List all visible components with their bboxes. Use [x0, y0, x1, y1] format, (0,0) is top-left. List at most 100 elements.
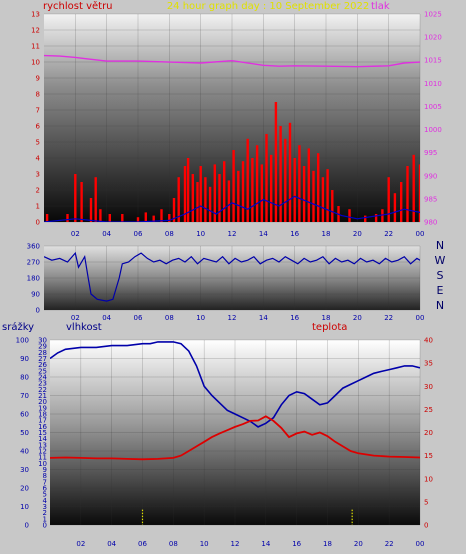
wind-speed-tick-label: 10 — [31, 59, 40, 67]
pressure-tick-label: 1020 — [424, 34, 442, 42]
wind-gust-bar — [227, 180, 231, 222]
x-tick-label: 04 — [102, 230, 111, 238]
x-tick-label: 06 — [134, 230, 143, 238]
wind-speed-axis-label: rychlost větru — [43, 0, 113, 12]
humidity-tick-label: 60 — [20, 411, 29, 419]
temperature-tick-label: 20 — [424, 429, 433, 437]
wind-gust-bar — [307, 148, 310, 222]
wind-gust-bar — [293, 158, 296, 222]
compass-label: W — [435, 254, 446, 267]
wind-speed-tick-label: 4 — [36, 155, 41, 163]
wind-gust-bar — [199, 166, 202, 222]
time-ticks-top: 02 04 06 08 10 12 14 16 18 20 22 00 — [71, 230, 425, 238]
x-tick-label: 02 — [76, 540, 85, 548]
wind-average-line — [44, 195, 420, 222]
wind-pressure-panel: rychlost větru 24 hour graph day : 10 Se… — [31, 0, 442, 238]
temperature-tick-label: 25 — [424, 406, 433, 414]
rain-tick-label: 15 — [38, 429, 47, 437]
wind-speed-tick-label: 0 — [36, 219, 40, 227]
time-ticks-bottom: 02 04 06 08 10 12 14 16 18 20 22 00 — [76, 540, 424, 548]
rain-tick-label: 12 — [38, 448, 47, 456]
temperature-tick-label: 0 — [424, 522, 428, 530]
rain-tick-label: 16 — [38, 423, 47, 431]
wind-gust-bar — [270, 154, 273, 222]
rain-tick-label: 18 — [38, 411, 47, 419]
wind-speed-tick-label: 7 — [36, 107, 40, 115]
x-tick-label: 08 — [169, 540, 178, 548]
humidity-tick-label: 50 — [20, 429, 29, 437]
rain-tick-label: 3 — [43, 503, 47, 511]
humidity-line — [50, 341, 420, 428]
direction-degree-ticks: 0 90 180 270 360 — [27, 243, 40, 315]
wind-gust-bar — [168, 214, 171, 222]
x-tick-label: 14 — [259, 314, 268, 322]
x-tick-label: 10 — [200, 540, 209, 548]
rain-tick-label: 9 — [43, 466, 47, 474]
x-tick-label: 00 — [416, 314, 425, 322]
x-tick-label: 08 — [165, 230, 174, 238]
x-tick-label: 02 — [71, 230, 80, 238]
wind-gust-bar — [317, 153, 320, 222]
wind-gust-bar — [298, 145, 301, 222]
wind-gust-bar — [260, 164, 263, 222]
rain-tick-label: 1 — [43, 515, 47, 523]
temperature-tick-label: 10 — [424, 475, 433, 483]
direction-plot-area — [44, 246, 420, 310]
wind-gust-bar — [374, 214, 378, 222]
rain-tick-label: 10 — [38, 460, 47, 468]
rain-tick-label: 25 — [38, 367, 47, 375]
wind-gust-bar — [89, 198, 93, 222]
rain-tick-label: 29 — [38, 343, 47, 351]
humidity-temperature-panel: srážky vlhkost teplota 01234567891011121… — [2, 321, 433, 548]
x-tick-label: 00 — [416, 540, 425, 548]
rain-tick-label: 8 — [43, 472, 47, 480]
rain-tick-label: 19 — [38, 404, 47, 412]
wind-gust-bar — [94, 177, 97, 222]
x-tick-label: 18 — [323, 540, 332, 548]
wind-gust-bar — [237, 170, 240, 222]
x-tick-label: 16 — [290, 314, 299, 322]
rain-tick-label: 7 — [43, 478, 47, 486]
temperature-ticks: 0 5 10 15 20 25 30 35 40 — [424, 337, 433, 530]
wind-speed-tick-label: 6 — [36, 123, 41, 131]
pressure-tick-label: 1015 — [424, 57, 442, 65]
wind-gust-bar — [241, 161, 245, 222]
time-ticks-mid: 02 04 06 08 10 12 14 16 18 20 22 00 — [71, 314, 425, 322]
x-tick-label: 12 — [228, 314, 237, 322]
x-tick-label: 12 — [228, 230, 237, 238]
x-tick-label: 02 — [71, 314, 80, 322]
wind-gust-bar — [393, 193, 397, 222]
rain-tick-label: 13 — [38, 441, 47, 449]
rain-tick-label: 26 — [38, 361, 47, 369]
direction-degree-label: 360 — [27, 243, 40, 251]
rain-tick-label: 20 — [38, 398, 47, 406]
wind-gust-bar — [251, 158, 254, 222]
x-tick-label: 04 — [107, 540, 116, 548]
pressure-line — [44, 54, 420, 68]
pressure-axis-label: tlak — [371, 1, 390, 12]
x-tick-label: 18 — [322, 314, 331, 322]
rain-tick-label: 4 — [43, 497, 48, 505]
rain-tick-label: 21 — [38, 392, 47, 400]
pressure-tick-label: 1010 — [424, 80, 442, 88]
pressure-tick-label: 1005 — [424, 103, 442, 111]
rain-tick-label: 0 — [43, 522, 47, 530]
direction-degree-label: 270 — [27, 259, 40, 267]
rain-tick-label: 23 — [38, 380, 47, 388]
x-tick-label: 00 — [416, 230, 425, 238]
direction-degree-label: 180 — [27, 275, 40, 283]
wind-gust-bar — [136, 217, 140, 222]
x-tick-label: 14 — [261, 540, 270, 548]
wind-gust-bars — [45, 102, 420, 222]
wind-gust-bar — [406, 166, 409, 222]
pressure-tick-label: 980 — [424, 219, 437, 227]
x-tick-label: 22 — [384, 230, 393, 238]
humidity-ticks: 0 10 20 30 40 50 60 70 80 90 100 — [16, 337, 29, 530]
wind-speed-tick-label: 3 — [36, 171, 40, 179]
wind-gust-bar — [284, 138, 287, 222]
wind-gust-bar — [183, 166, 187, 222]
wind-gust-bar — [204, 177, 207, 222]
wind-speed-tick-label: 1 — [36, 203, 40, 211]
humidity-tick-label: 90 — [20, 355, 29, 363]
